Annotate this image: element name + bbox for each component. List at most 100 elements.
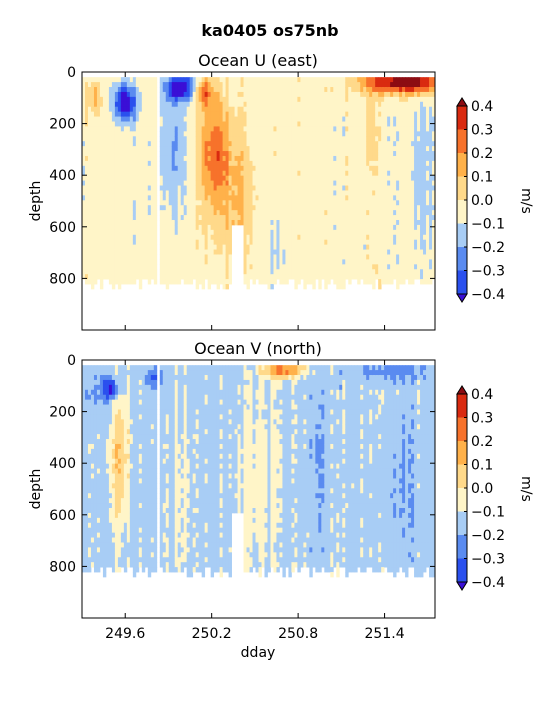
heatmap-cell (279, 126, 283, 132)
heatmap-cell (111, 234, 116, 241)
heatmap-cell (342, 264, 346, 270)
panel-ocean-v-field (82, 360, 435, 618)
heatmap-cell (102, 170, 107, 177)
heatmap-cell (192, 116, 197, 122)
heatmap-cell (195, 215, 200, 221)
heatmap-cell (84, 399, 89, 405)
heatmap-cell (318, 229, 322, 236)
heatmap-cell (249, 111, 253, 117)
heatmap-cell (108, 151, 113, 157)
heatmap-cell (138, 82, 143, 88)
heatmap-cell (366, 269, 370, 275)
heatmap-cell (324, 77, 328, 83)
heatmap-cell (390, 220, 394, 226)
heatmap-cell (219, 151, 223, 157)
heatmap-cell (378, 249, 382, 255)
heatmap-cell (213, 146, 218, 152)
heatmap-cell (420, 77, 424, 83)
heatmap-cell (183, 160, 188, 167)
heatmap-cell (426, 96, 430, 103)
heatmap-cell (174, 254, 179, 260)
heatmap-cell (126, 185, 131, 191)
heatmap-cell (225, 190, 229, 196)
heatmap-cell (82, 562, 86, 568)
heatmap-cell (201, 91, 206, 98)
heatmap-cell (225, 82, 229, 88)
heatmap-cell (174, 269, 179, 275)
heatmap-cell (93, 269, 98, 275)
heatmap-cell (294, 170, 298, 177)
heatmap-cell (90, 151, 95, 157)
heatmap-cell (327, 96, 331, 103)
heatmap-cell (90, 220, 95, 226)
heatmap-cell (384, 205, 388, 211)
heatmap-cell (366, 106, 370, 113)
heatmap-cell (288, 249, 292, 255)
heatmap-cell (285, 131, 289, 137)
heatmap-cell (408, 111, 412, 117)
heatmap-cell (366, 101, 370, 108)
heatmap-cell (123, 96, 128, 103)
heatmap-cell (309, 264, 313, 270)
heatmap-cell (243, 126, 247, 132)
heatmap-cell (282, 136, 286, 142)
heatmap-cell (297, 126, 301, 132)
heatmap-cell (150, 175, 155, 181)
heatmap-cell (411, 210, 415, 216)
heatmap-cell (207, 136, 212, 142)
heatmap-cell (369, 249, 373, 255)
heatmap-cell (321, 82, 325, 88)
heatmap-cell (291, 82, 295, 88)
heatmap-cell (315, 82, 319, 88)
heatmap-cell (267, 244, 271, 250)
heatmap-cell (201, 195, 206, 201)
heatmap-cell (372, 274, 376, 280)
heatmap-cell (150, 200, 155, 206)
heatmap-cell (99, 91, 104, 98)
heatmap-cell (309, 91, 313, 98)
heatmap-cell (351, 131, 355, 137)
heatmap-cell (87, 185, 92, 191)
heatmap-cell (177, 101, 182, 108)
heatmap-cell (396, 269, 400, 275)
heatmap-cell (84, 439, 89, 445)
heatmap-cell (306, 126, 310, 132)
heatmap-cell (261, 136, 265, 142)
heatmap-cell (303, 274, 307, 280)
heatmap-cell (159, 205, 164, 211)
heatmap-cell (165, 77, 170, 83)
heatmap-cell (303, 141, 307, 147)
heatmap-cell (315, 160, 319, 167)
heatmap-cell (225, 249, 229, 255)
heatmap-cell (297, 101, 301, 108)
heatmap-cell (360, 254, 364, 260)
heatmap-cell (363, 160, 367, 167)
heatmap-cell (105, 215, 110, 221)
heatmap-cell (129, 200, 134, 206)
heatmap-cell (342, 205, 346, 211)
heatmap-cell (258, 274, 262, 280)
heatmap-cell (120, 234, 125, 241)
heatmap-cell (123, 224, 128, 231)
heatmap-cell (114, 160, 119, 167)
heatmap-cell (390, 141, 394, 147)
heatmap-cell (189, 101, 194, 108)
heatmap-cell (261, 229, 265, 236)
heatmap-cell (84, 215, 89, 221)
heatmap-cell (240, 215, 244, 221)
heatmap-cell (423, 269, 427, 275)
heatmap-cell (231, 141, 235, 147)
heatmap-cell (402, 190, 406, 196)
heatmap-cell (348, 151, 352, 157)
heatmap-cell (423, 229, 427, 236)
heatmap-cell (267, 131, 271, 137)
heatmap-cell (87, 215, 92, 221)
heatmap-cell (237, 175, 241, 181)
heatmap-cell (399, 259, 403, 265)
heatmap-cell (285, 155, 289, 162)
heatmap-cell (264, 215, 268, 221)
heatmap-cell (312, 274, 316, 280)
heatmap-cell (225, 111, 229, 117)
heatmap-cell (315, 116, 319, 122)
heatmap-cell (276, 239, 280, 246)
